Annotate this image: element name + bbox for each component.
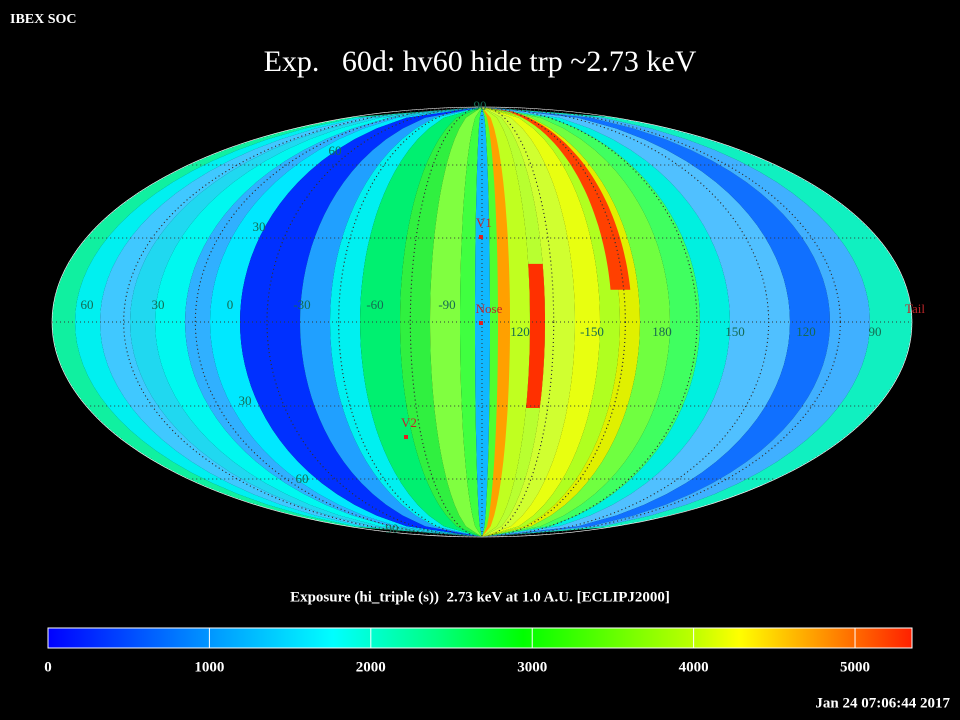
colorbar [47,627,913,649]
lat-label: 60 [296,471,309,486]
lon-label: -60 [366,297,383,312]
lon-label: 120 [796,324,816,339]
colorbar-tick-label: 0 [44,659,52,675]
marker [479,321,483,325]
graticule [51,106,913,538]
colorbar-label: Exposure (hi_triple (s)) 2.73 keV at 1.0… [290,589,670,605]
map-band [482,107,790,537]
lon-label: 0 [227,297,234,312]
colorbar-ticks: 0 1000 2000 3000 4000 5000 [44,628,870,675]
map-band [482,107,670,537]
marker-label: Nose [476,301,503,316]
lat-label: 30 [253,219,266,234]
map-band [240,107,482,537]
map-labels: 60 30 0 -30 -60 -90 120 -150 180 150 120 90 90 60 30 30… [81,98,926,536]
lat-label: 90 [474,98,487,113]
map-band [482,107,620,537]
marker-label: V1 [476,215,492,230]
lon-label: 60 [81,297,94,312]
map-outline [51,106,913,538]
lon-label: 120 [510,324,530,339]
lon-label: -150 [580,324,604,339]
map-band [360,107,482,537]
map-band [482,107,912,537]
title: Exp. 60d: hv60 hide trp ~2.73 keV [264,45,697,78]
colorbar-tick-label: 5000 [840,659,870,675]
colorbar-tick-label: 1000 [194,659,224,675]
timestamp: Jan 24 07:06:44 2017 [815,695,950,711]
sky-map [52,107,912,537]
map-band [460,107,482,537]
map-band [482,107,631,290]
marker-label: V2 [401,415,417,430]
lon-label: -90 [438,297,455,312]
org: IBEX SOC [10,12,77,27]
map-band [482,107,545,537]
meridian [409,106,555,538]
tail-label: Tail [905,301,925,316]
marker [479,235,483,239]
lat-label: 60 [329,143,342,158]
map-band [300,107,482,537]
map-band [526,263,545,408]
map-band [330,107,482,537]
map-band [400,107,482,537]
lat-label: 30 [239,393,252,408]
lat-label: 90 [386,521,399,536]
map-band [482,107,575,537]
map-band [482,107,600,537]
map-band [482,107,510,537]
colorbar-tick-label: 4000 [679,659,709,675]
lon-label: 30 [152,297,165,312]
lon-label: 150 [725,324,745,339]
lon-label: 90 [869,324,882,339]
map-band [482,107,700,537]
colorbar-tick-label: 3000 [517,659,547,675]
marker [404,435,408,439]
colorbar-tick-label: 2000 [356,659,386,675]
lon-label: 180 [652,324,672,339]
lon-label: -30 [293,297,310,312]
